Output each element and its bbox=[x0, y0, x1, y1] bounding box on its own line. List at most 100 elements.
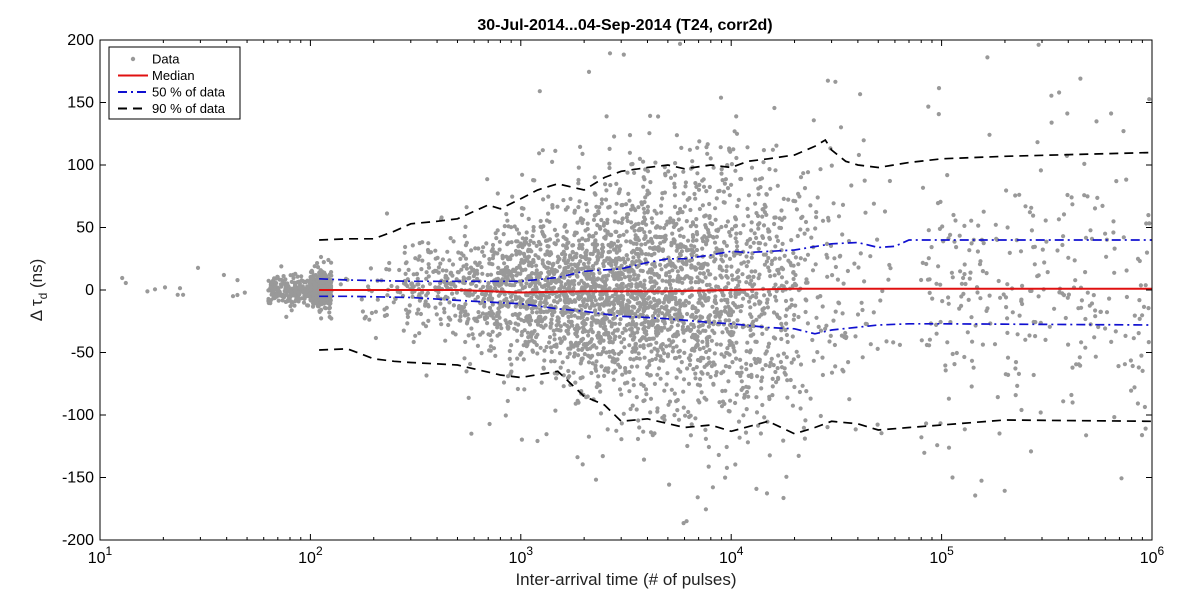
data-point bbox=[537, 151, 542, 156]
data-point bbox=[673, 161, 678, 166]
data-point bbox=[1121, 129, 1126, 134]
data-point bbox=[517, 263, 522, 268]
data-point bbox=[704, 235, 709, 241]
data-point bbox=[628, 406, 633, 412]
data-point bbox=[569, 291, 575, 296]
y-tick-label: 200 bbox=[67, 32, 94, 49]
data-point bbox=[471, 336, 476, 341]
data-point bbox=[1023, 337, 1028, 342]
data-point bbox=[745, 206, 750, 211]
data-point bbox=[805, 321, 811, 326]
data-point bbox=[312, 264, 317, 269]
data-point bbox=[551, 328, 556, 333]
data-point bbox=[495, 191, 500, 196]
data-point bbox=[329, 270, 334, 275]
data-point bbox=[1113, 329, 1118, 334]
data-point bbox=[572, 278, 577, 284]
data-point bbox=[426, 304, 431, 309]
data-point bbox=[631, 377, 636, 382]
data-point bbox=[814, 315, 819, 320]
data-point bbox=[636, 228, 641, 233]
data-point bbox=[659, 328, 664, 333]
data-point bbox=[657, 273, 662, 279]
data-point bbox=[570, 243, 575, 248]
data-point bbox=[423, 324, 429, 329]
data-point bbox=[650, 240, 655, 245]
data-point bbox=[514, 227, 520, 232]
data-point bbox=[325, 281, 330, 286]
data-point bbox=[728, 233, 733, 238]
data-point bbox=[617, 311, 622, 316]
data-point bbox=[292, 288, 298, 293]
data-point bbox=[768, 186, 773, 191]
data-point bbox=[719, 167, 724, 172]
data-point bbox=[544, 301, 549, 306]
data-point bbox=[726, 408, 731, 414]
data-point bbox=[1100, 203, 1105, 208]
data-point bbox=[634, 241, 639, 246]
data-point bbox=[954, 245, 959, 250]
data-point bbox=[718, 265, 723, 270]
data-point bbox=[526, 319, 531, 324]
data-point bbox=[648, 300, 653, 305]
data-point bbox=[700, 371, 705, 376]
data-point bbox=[438, 261, 443, 266]
data-point bbox=[568, 253, 573, 258]
data-point bbox=[1096, 324, 1101, 330]
data-point bbox=[327, 314, 332, 320]
data-point bbox=[274, 281, 279, 286]
data-point bbox=[829, 163, 834, 168]
data-point bbox=[322, 270, 327, 275]
data-point bbox=[798, 256, 803, 261]
data-point bbox=[1140, 313, 1145, 318]
data-point bbox=[487, 257, 492, 262]
data-point bbox=[373, 335, 378, 341]
data-point bbox=[410, 294, 415, 299]
data-point bbox=[635, 246, 640, 251]
data-point bbox=[818, 328, 824, 333]
data-point bbox=[969, 218, 974, 223]
data-point bbox=[648, 180, 653, 185]
data-point bbox=[526, 335, 531, 340]
data-point bbox=[794, 349, 799, 354]
data-point bbox=[727, 339, 732, 344]
data-point bbox=[505, 398, 510, 404]
data-point bbox=[385, 293, 390, 298]
data-point bbox=[456, 250, 461, 255]
data-point bbox=[825, 78, 831, 83]
data-point bbox=[723, 364, 729, 369]
data-point bbox=[770, 376, 775, 381]
data-point bbox=[516, 231, 522, 236]
data-point bbox=[655, 299, 660, 304]
data-point bbox=[929, 245, 934, 250]
data-point bbox=[775, 366, 780, 371]
data-point bbox=[617, 233, 623, 238]
data-point bbox=[543, 315, 548, 320]
data-point bbox=[659, 357, 664, 362]
data-point bbox=[943, 363, 948, 368]
data-point bbox=[720, 388, 725, 394]
data-point bbox=[962, 354, 967, 360]
data-point bbox=[402, 250, 407, 255]
data-point bbox=[395, 285, 400, 290]
data-point bbox=[485, 177, 490, 182]
data-point bbox=[482, 304, 487, 309]
data-point bbox=[795, 233, 800, 239]
data-point bbox=[672, 391, 677, 396]
data-point bbox=[445, 285, 450, 290]
data-point bbox=[1095, 195, 1100, 200]
data-point bbox=[768, 360, 773, 365]
data-point bbox=[647, 229, 652, 234]
data-point bbox=[510, 194, 515, 199]
data-point bbox=[980, 269, 986, 274]
data-point bbox=[694, 365, 699, 370]
data-point bbox=[280, 298, 285, 303]
data-point bbox=[984, 271, 989, 276]
data-point bbox=[534, 243, 539, 248]
data-point bbox=[522, 328, 527, 333]
data-point bbox=[675, 408, 680, 413]
data-point bbox=[473, 246, 478, 251]
data-point bbox=[299, 274, 304, 279]
data-point bbox=[936, 264, 941, 269]
data-point bbox=[763, 252, 768, 257]
